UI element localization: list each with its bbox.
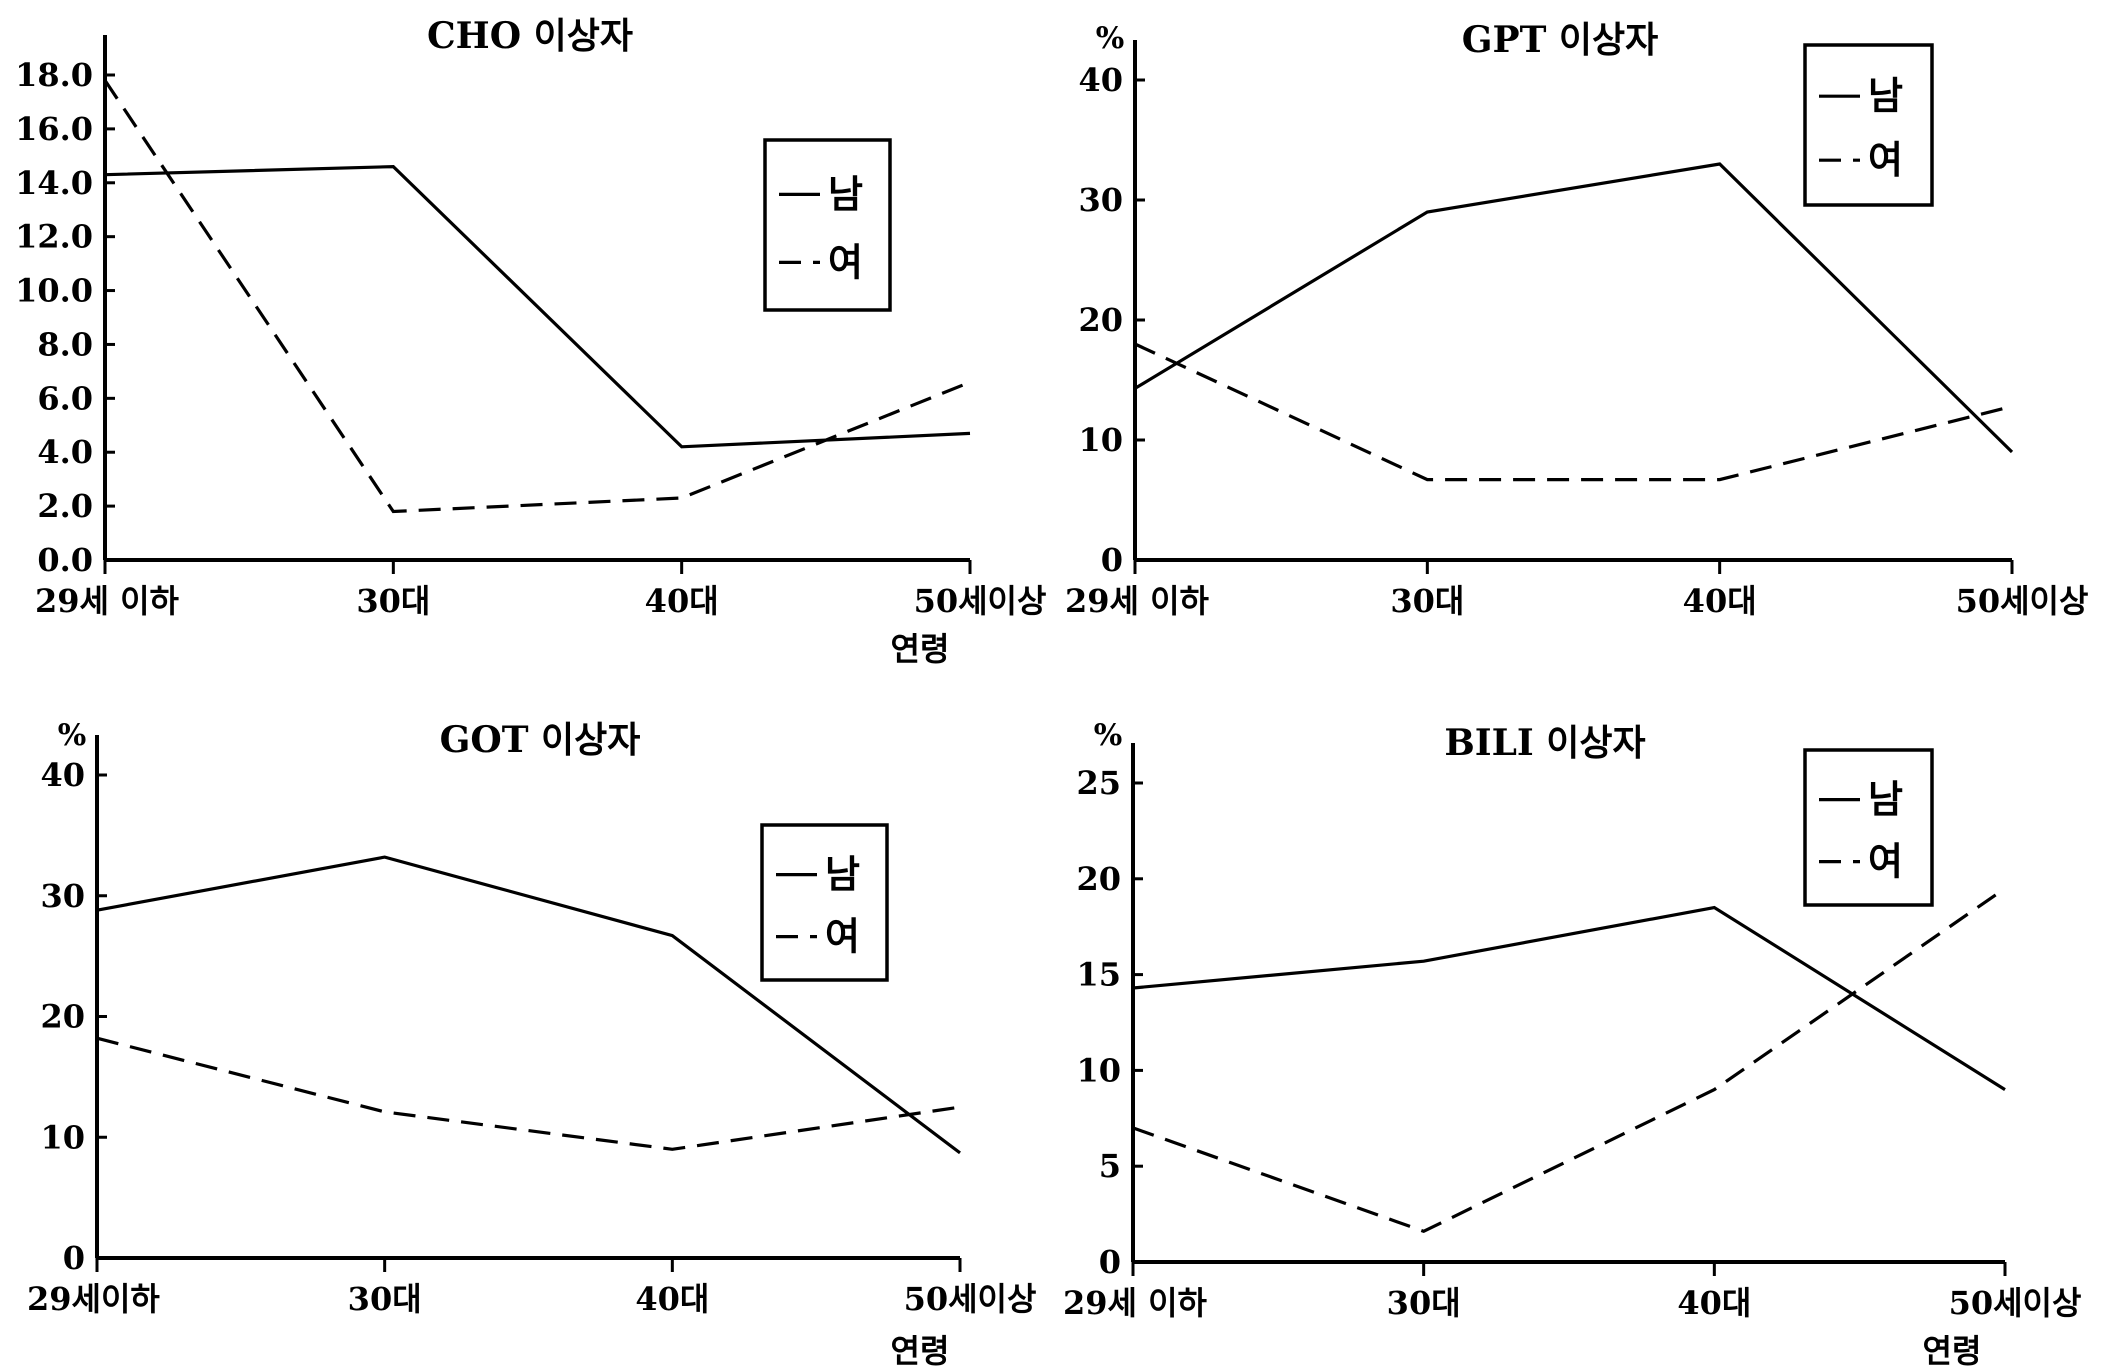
series-line-female (96, 1036, 961, 1151)
x-tick-label: 30대 (348, 1280, 422, 1318)
y-tick-label: 20 (40, 998, 85, 1036)
y-tick-label: 20 (1076, 860, 1121, 898)
y-tick-label: 40 (1078, 61, 1123, 99)
chart-title: GPT 이상자 (1462, 19, 1659, 61)
series-line-female (103, 79, 971, 514)
series-line-female (1132, 887, 2006, 1234)
y-unit-label: % (58, 718, 87, 753)
series-line-female (1134, 342, 2013, 482)
y-tick-label: 8.0 (37, 325, 93, 363)
chart-title: CHO 이상자 (427, 15, 633, 57)
legend-label: 여 (825, 914, 860, 959)
x-axis-label: 연령 (1923, 1332, 1982, 1370)
y-tick-label: 5 (1099, 1147, 1121, 1185)
legend-label: 여 (828, 239, 863, 284)
legend-box (1803, 43, 1934, 207)
y-tick-label: 10 (1078, 421, 1123, 459)
legend-box (760, 823, 889, 982)
x-tick-label: 29세 이하 (1063, 1284, 1208, 1322)
y-tick-label: 10 (1076, 1051, 1121, 1089)
series-line-male (1132, 905, 2006, 1091)
legend-label: 남 (1868, 73, 1903, 118)
x-tick-label: 29세 이하 (1065, 582, 1210, 620)
x-tick-label: 30대 (356, 582, 430, 620)
y-unit-label: % (1094, 718, 1123, 753)
legend: 남여 (760, 823, 889, 982)
x-tick-label: 50세이상 (1956, 582, 2089, 620)
x-tick-label: 30대 (1390, 582, 1464, 620)
x-axis-label: 연령 (891, 630, 950, 668)
y-tick-label: 14.0 (15, 164, 93, 202)
y-tick-label: 20 (1078, 301, 1123, 339)
legend: 남여 (763, 138, 892, 312)
legend: 남여 (1803, 748, 1934, 907)
series-line-male (96, 855, 961, 1155)
legend-label: 여 (1868, 839, 1903, 884)
legend-label: 남 (828, 171, 863, 216)
x-tick-label: 30대 (1387, 1284, 1461, 1322)
y-tick-label: 16.0 (15, 110, 93, 148)
legend-box (763, 138, 892, 312)
chart-panel-1: CHO 이상자 0.0 2.0 4.0 6.0 8.0 10.0 12.0 14.0 16.0 18… (15, 15, 1046, 668)
y-tick-label: 0.0 (37, 541, 93, 579)
y-tick-label: 6.0 (37, 379, 93, 417)
legend-label: 남 (825, 852, 860, 897)
y-tick-label: 0 (63, 1239, 85, 1277)
series-line-male (1134, 162, 2014, 454)
chart-title: GOT 이상자 (440, 719, 641, 761)
x-tick-label: 40대 (635, 1280, 709, 1318)
x-axis-label: 연령 (891, 1332, 950, 1370)
y-tick-label: 10.0 (15, 272, 93, 310)
legend: 남여 (1803, 43, 1934, 207)
y-tick-label: 0 (1101, 541, 1123, 579)
y-tick-label: 4.0 (37, 433, 93, 471)
x-tick-label: 40대 (1677, 1284, 1751, 1322)
y-unit-label: % (1096, 21, 1125, 56)
x-tick-label: 29세 이하 (35, 582, 180, 620)
y-tick-label: 10 (40, 1118, 85, 1156)
y-tick-label: 30 (1078, 181, 1123, 219)
y-tick-label: 0 (1099, 1243, 1121, 1281)
x-tick-label: 50세이상 (904, 1280, 1037, 1318)
x-tick-label: 40대 (1683, 582, 1757, 620)
legend-box (1803, 748, 1934, 907)
x-tick-label: 29세이하 (27, 1280, 160, 1318)
y-tick-label: 15 (1076, 956, 1121, 994)
x-tick-label: 50세이상 (1949, 1284, 2082, 1322)
y-tick-label: 12.0 (15, 218, 93, 256)
x-tick-label: 50세이상 (914, 582, 1047, 620)
x-tick-label: 40대 (645, 582, 719, 620)
legend-label: 남 (1868, 777, 1903, 822)
chart-title: BILI 이상자 (1444, 722, 1645, 764)
y-tick-label: 2.0 (37, 487, 93, 525)
legend-label: 여 (1868, 137, 1903, 182)
y-tick-label: 18.0 (15, 56, 93, 94)
y-tick-label: 25 (1076, 764, 1121, 802)
chart-panel-2: GPT 이상자% 0 10 20 30 40 29세 이하 30대 40대 50세이상 남여 (1065, 19, 2088, 620)
y-tick-label: 40 (40, 756, 85, 794)
y-tick-label: 30 (40, 877, 85, 915)
